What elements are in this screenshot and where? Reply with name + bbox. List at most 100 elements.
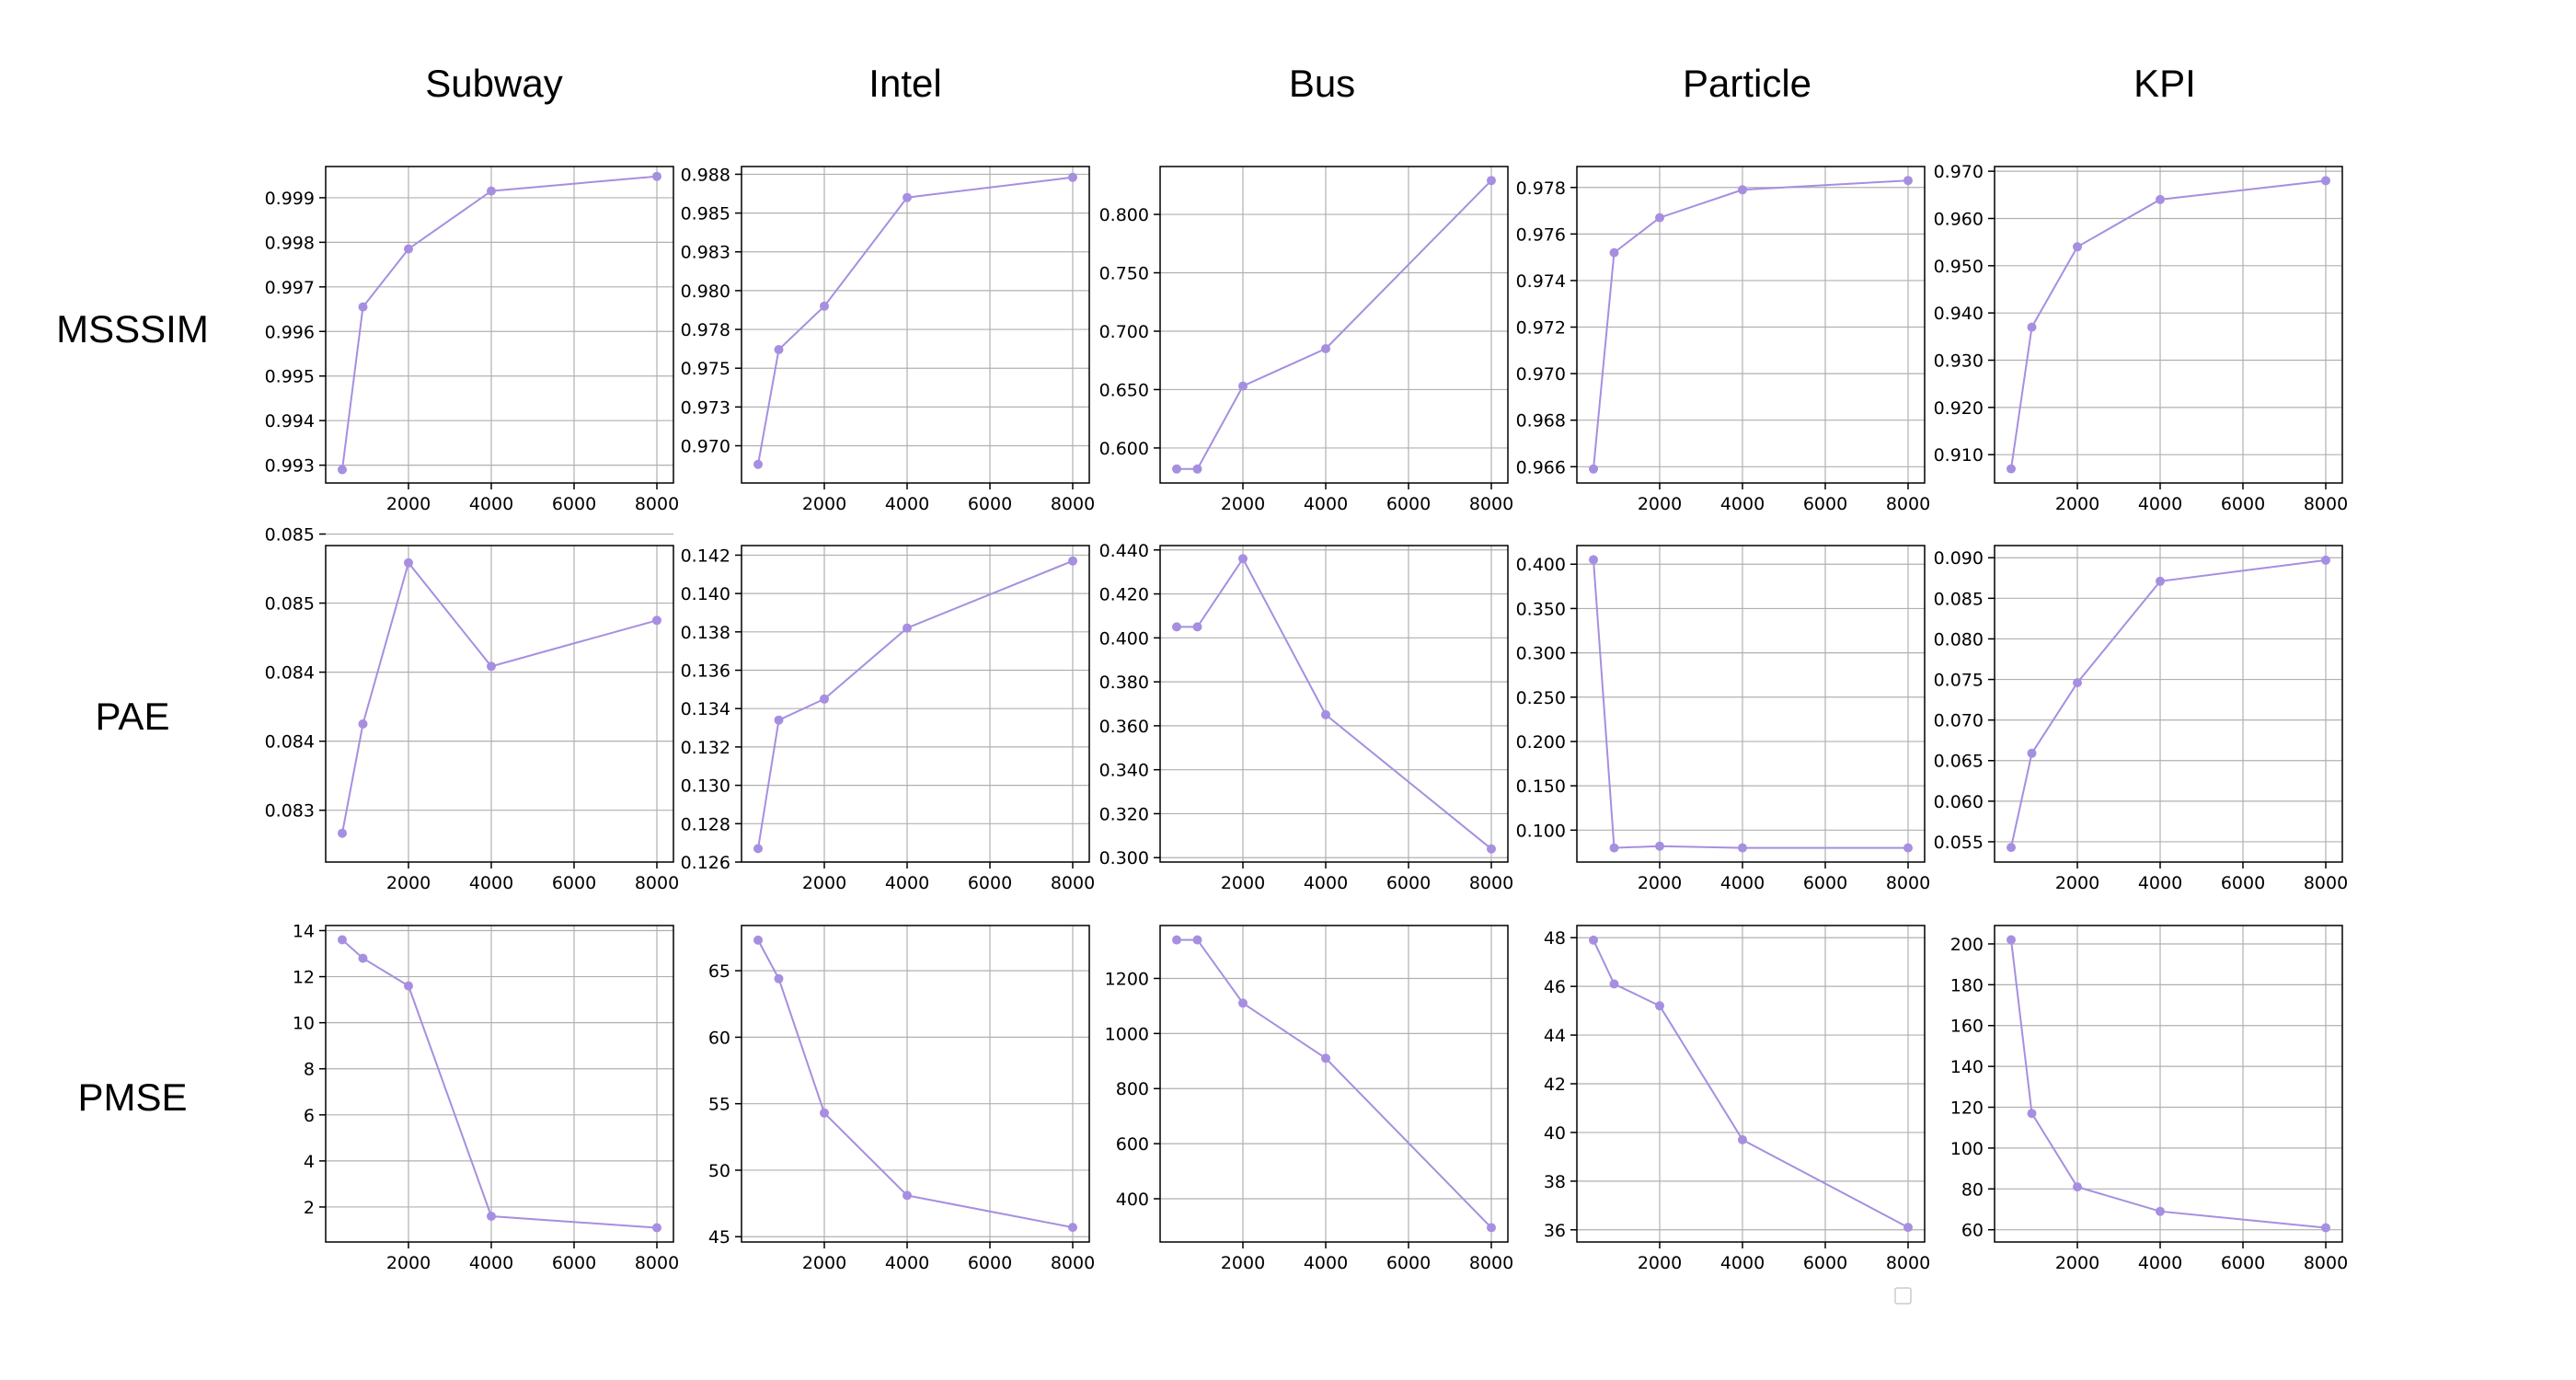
y-tick-label: 0.150 [1516, 776, 1566, 797]
series-line [1177, 938, 1492, 1229]
y-tick-label: 0.065 [1934, 752, 1984, 772]
series-line [757, 559, 1074, 849]
series-line [2010, 939, 2327, 1229]
data-point [903, 1190, 912, 1201]
axes-frame [1159, 925, 1509, 1243]
x-tick-label: 4000 [2138, 494, 2182, 514]
panel-pae-particle: 2000 4000 6000 8000 0.100 0.150 0.200 0.250 0.30… [1516, 545, 1930, 893]
y-tick-label: 120 [1950, 1098, 1984, 1119]
data-point [487, 1212, 496, 1221]
y-tick-label: 0.968 [1516, 411, 1566, 431]
column-title-kpi: KPI [2133, 62, 2196, 105]
axes-frame [325, 166, 674, 484]
x-tick-label: 8000 [1051, 494, 1095, 514]
data-point [1655, 1001, 1664, 1011]
y-tick-label: 0.136 [681, 661, 730, 682]
y-tick-label: 0.978 [1516, 178, 1566, 199]
x-tick-label: 6000 [2221, 873, 2265, 893]
y-tick-label: 0.970 [1934, 162, 1984, 182]
y-tick-label: 50 [708, 1161, 730, 1181]
x-tick-label: 4000 [1720, 1253, 1765, 1273]
data-point [487, 186, 496, 196]
data-point [2156, 576, 2165, 586]
axes-frame [1576, 925, 1926, 1243]
y-tick-label: 0.055 [1934, 833, 1984, 853]
panel-pae-intel: 2000 4000 6000 8000 0.126 0.128 0.130 0.132 0.13… [681, 545, 1095, 893]
y-tick-label: 12 [293, 968, 315, 988]
data-point [1609, 979, 1619, 989]
series-line [1177, 179, 1492, 470]
data-point [1068, 556, 1077, 566]
y-tick-label: 0.995 [265, 367, 315, 387]
x-tick-label: 6000 [552, 1253, 596, 1273]
y-tick-label: 0.970 [681, 437, 730, 457]
data-point [2073, 242, 2082, 252]
y-tick-label: 200 [1950, 935, 1984, 955]
row-titles: MSSSIM PAE PMSE [56, 307, 209, 1119]
data-point [1589, 555, 1598, 565]
y-tick-label: 0.340 [1099, 761, 1149, 781]
data-point [2007, 464, 2016, 474]
y-tick-label: 0.420 [1099, 585, 1149, 605]
column-title-intel: Intel [868, 62, 941, 105]
axes-frame [325, 925, 674, 1243]
x-tick-label: 8000 [635, 873, 679, 893]
y-tick-label: 0.132 [681, 738, 730, 758]
y-tick-label: 10 [293, 1014, 315, 1034]
x-tick-label: 4000 [469, 494, 513, 514]
y-tick-label: 0.997 [265, 278, 315, 298]
data-point [1903, 1223, 1913, 1233]
x-tick-label: 4000 [469, 873, 513, 893]
y-tick-label: 0.975 [681, 359, 730, 379]
data-point [1068, 172, 1077, 182]
axes-frame [1576, 166, 1926, 484]
y-tick-label: 0.973 [681, 397, 730, 418]
data-point [1192, 464, 1202, 474]
x-tick-label: 8000 [1886, 873, 1930, 893]
y-tick-label: 0.998 [265, 233, 315, 253]
axes-frame [1159, 166, 1509, 484]
panel-pae-kpi: 2000 4000 6000 8000 0.055 0.060 0.065 0.070 0.07… [1934, 545, 2348, 893]
data-point [1738, 843, 1747, 853]
x-tick-label: 8000 [1051, 1253, 1095, 1273]
data-point [2321, 555, 2330, 565]
y-tick-label: 0.300 [1099, 848, 1149, 868]
y-tick-label: 0.930 [1934, 351, 1984, 372]
data-point [903, 192, 912, 202]
y-tick-label: 2 [304, 1198, 315, 1218]
y-tick-label: 400 [1116, 1190, 1149, 1210]
x-tick-label: 6000 [1803, 1253, 1847, 1273]
x-tick-label: 2000 [1221, 1253, 1265, 1273]
y-tick-label: 80 [1961, 1179, 1984, 1200]
data-point [1172, 935, 1181, 945]
x-tick-label: 8000 [635, 1253, 679, 1273]
data-point [753, 935, 763, 945]
axes-frame [325, 545, 674, 863]
y-tick-label: 600 [1116, 1134, 1149, 1155]
y-tick-label: 0.380 [1099, 673, 1149, 693]
y-tick-label: 8 [304, 1060, 315, 1080]
x-tick-label: 4000 [1720, 494, 1765, 514]
y-tick-label: 0.950 [1934, 257, 1984, 277]
y-tick-label: 0.400 [1516, 555, 1566, 575]
x-tick-label: 8000 [1886, 494, 1930, 514]
x-tick-label: 4000 [885, 873, 929, 893]
series-line [1593, 179, 1909, 469]
y-tick-label: 44 [1544, 1026, 1566, 1046]
data-point [358, 302, 368, 312]
y-tick-label: 0.250 [1516, 688, 1566, 708]
x-tick-label: 2000 [2055, 1253, 2099, 1273]
column-title-subway: Subway [425, 62, 562, 105]
y-tick-label: 180 [1950, 975, 1984, 995]
data-point [2007, 935, 2016, 945]
data-point [1238, 998, 1248, 1008]
data-point [2007, 843, 2016, 853]
x-tick-label: 2000 [802, 494, 846, 514]
panel-pmse-subway: 2000 4000 6000 8000 2 4 6 8 10 12 14 [293, 922, 679, 1273]
legend [1894, 1287, 1912, 1305]
y-tick-label: 60 [1961, 1221, 1984, 1241]
axes-frame [741, 545, 1090, 863]
x-tick-label: 8000 [635, 494, 679, 514]
data-point [2156, 1206, 2165, 1216]
data-point [753, 844, 763, 854]
